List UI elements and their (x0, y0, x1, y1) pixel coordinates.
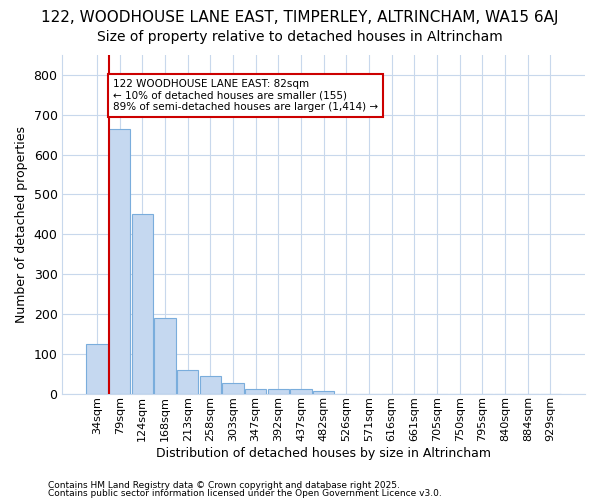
Bar (177, 370, 199, 394)
Bar (154, 318, 176, 394)
Bar (86, 344, 108, 394)
Bar (268, 389, 289, 394)
Bar (109, 128, 130, 394)
Bar (200, 376, 221, 394)
X-axis label: Distribution of detached houses by size in Altrincham: Distribution of detached houses by size … (156, 447, 491, 460)
Text: 122 WOODHOUSE LANE EAST: 82sqm
← 10% of detached houses are smaller (155)
89% of: 122 WOODHOUSE LANE EAST: 82sqm ← 10% of … (113, 79, 378, 112)
Bar (222, 383, 244, 394)
Y-axis label: Number of detached properties: Number of detached properties (15, 126, 28, 323)
Bar (131, 214, 153, 394)
Text: 122, WOODHOUSE LANE EAST, TIMPERLEY, ALTRINCHAM, WA15 6AJ: 122, WOODHOUSE LANE EAST, TIMPERLEY, ALT… (41, 10, 559, 25)
Bar (245, 389, 266, 394)
Bar (313, 391, 334, 394)
Text: Size of property relative to detached houses in Altrincham: Size of property relative to detached ho… (97, 30, 503, 44)
Bar (290, 389, 312, 394)
Text: Contains public sector information licensed under the Open Government Licence v3: Contains public sector information licen… (48, 489, 442, 498)
Text: Contains HM Land Registry data © Crown copyright and database right 2025.: Contains HM Land Registry data © Crown c… (48, 480, 400, 490)
